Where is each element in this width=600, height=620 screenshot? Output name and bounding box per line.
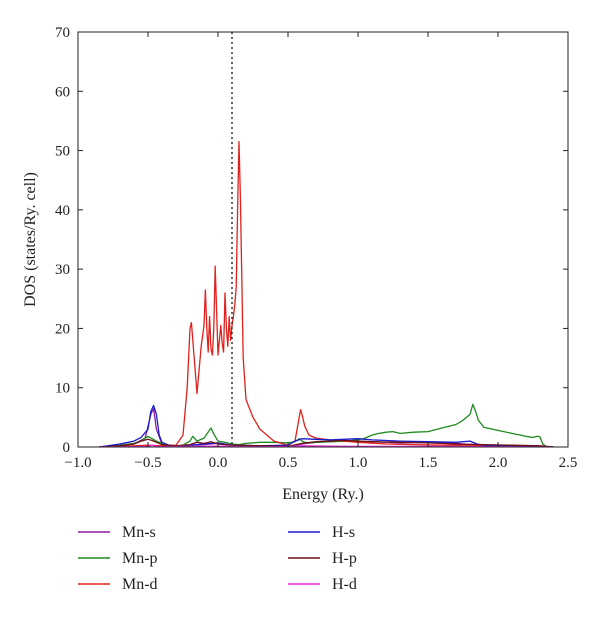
x-tick-label: 1.0 bbox=[349, 455, 368, 471]
y-tick-label: 10 bbox=[55, 381, 70, 397]
y-tick-label: 20 bbox=[55, 321, 70, 337]
legend-label: H-s bbox=[332, 524, 355, 541]
x-tick-label: 2.5 bbox=[559, 455, 578, 471]
y-tick-label: 40 bbox=[55, 203, 70, 219]
legend-label: H-d bbox=[332, 576, 357, 593]
x-axis-title: Energy (Ry.) bbox=[282, 486, 364, 503]
y-tick-label: 60 bbox=[55, 84, 70, 100]
legend: Mn-s Mn-p Mn-d H-s H-p H-d bbox=[78, 524, 357, 593]
series-line-mn-p bbox=[98, 403, 548, 447]
plot-frame bbox=[77, 31, 569, 448]
y-tick-label: 70 bbox=[55, 25, 70, 41]
y-tick-label: 30 bbox=[55, 262, 70, 278]
series-line-mn-d bbox=[98, 141, 555, 447]
y-axis-title: DOS (states/Ry. cell) bbox=[22, 172, 39, 307]
y-tick-label: 0 bbox=[63, 440, 71, 456]
legend-label: H-p bbox=[332, 550, 357, 567]
legend-label: Mn-s bbox=[122, 524, 156, 541]
x-axis: −1.0 −0.5 0.0 0.5 1.0 1.5 2.0 2.5 bbox=[64, 32, 577, 471]
legend-label: Mn-d bbox=[122, 576, 158, 593]
legend-label: Mn-p bbox=[122, 550, 158, 567]
x-tick-label: 2.0 bbox=[489, 455, 508, 471]
y-tick-label: 50 bbox=[55, 144, 70, 160]
y-axis: 0 10 20 30 40 50 60 70 bbox=[55, 25, 568, 456]
series-layer bbox=[98, 141, 555, 447]
x-tick-label: 0.0 bbox=[209, 455, 228, 471]
x-tick-label: 1.5 bbox=[419, 455, 438, 471]
x-tick-label: 0.5 bbox=[279, 455, 298, 471]
series-line-h-d bbox=[98, 444, 555, 447]
x-tick-label: −1.0 bbox=[64, 455, 91, 471]
x-tick-label: −0.5 bbox=[134, 455, 161, 471]
series-line-h-p bbox=[98, 438, 555, 447]
